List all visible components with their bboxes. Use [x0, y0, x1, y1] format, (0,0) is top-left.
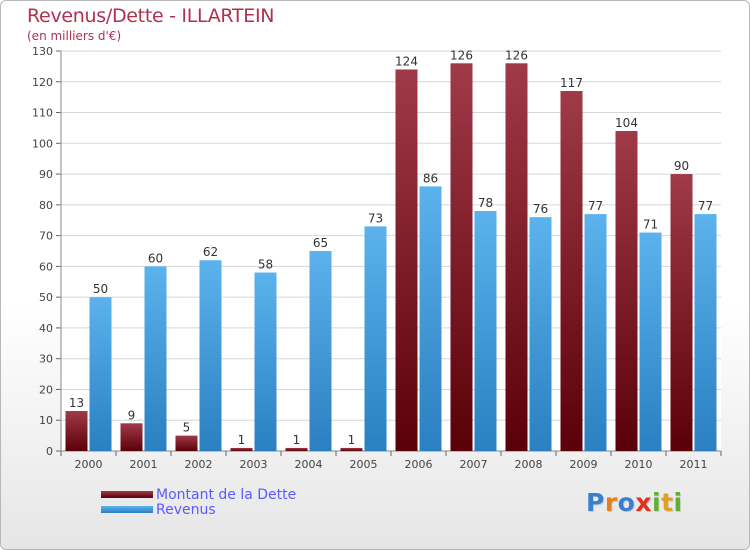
data-label: 73	[368, 211, 383, 225]
x-tick-label: 2001	[130, 458, 158, 471]
y-tick-label: 30	[39, 353, 53, 366]
bar-dette	[505, 63, 528, 452]
y-tick-label: 0	[46, 445, 53, 458]
chart-subtitle: (en milliers d'€)	[27, 29, 122, 43]
data-label: 90	[674, 159, 689, 173]
data-label: 58	[258, 258, 273, 272]
data-label: 5	[183, 421, 191, 435]
bar-revenus	[639, 232, 662, 451]
data-label: 86	[423, 171, 438, 185]
bar-revenus	[89, 297, 112, 451]
bar-dette	[285, 447, 308, 451]
data-label: 124	[395, 54, 418, 68]
y-tick-label: 100	[32, 137, 53, 150]
legend-item-revenus: Revenus	[101, 501, 296, 518]
legend-label-revenus: Revenus	[156, 501, 216, 518]
x-tick-label: 2006	[405, 458, 433, 471]
x-tick-label: 2004	[295, 458, 323, 471]
bar-dette	[175, 435, 198, 451]
legend-item-dette: Montant de la Dette	[101, 486, 297, 503]
y-tick-label: 110	[32, 107, 53, 120]
bar-dette	[560, 91, 583, 451]
data-label: 77	[698, 199, 713, 213]
x-tick-label: 2009	[570, 458, 598, 471]
bar-dette	[450, 63, 473, 452]
y-tick-label: 40	[39, 322, 53, 335]
data-label: 77	[588, 199, 603, 213]
logo-letter: P	[586, 488, 605, 517]
data-label: 1	[238, 433, 246, 447]
logo-letter: o	[617, 488, 636, 517]
data-label: 13	[69, 396, 84, 410]
data-label: 71	[643, 218, 658, 232]
legend-swatch-dette	[101, 491, 153, 498]
chart-legend: Montant de la Dette Revenus	[101, 486, 297, 518]
logo-letter: i	[652, 488, 662, 517]
logo-letter: x	[635, 488, 652, 517]
bar-revenus	[364, 226, 387, 451]
data-label: 126	[505, 48, 528, 62]
bar-revenus	[199, 260, 222, 451]
proxiti-logo: Proxiti	[586, 488, 683, 517]
x-tick-label: 2002	[185, 458, 213, 471]
logo-letter: i	[673, 488, 683, 517]
data-label: 1	[348, 433, 356, 447]
data-label: 9	[128, 408, 136, 422]
bar-revenus	[419, 186, 442, 451]
y-tick-label: 60	[39, 260, 53, 273]
data-label: 76	[533, 202, 548, 216]
x-tick-label: 2000	[75, 458, 103, 471]
data-label: 62	[203, 245, 218, 259]
bar-revenus	[144, 266, 167, 451]
bar-dette	[120, 423, 143, 451]
bar-revenus	[474, 211, 497, 451]
data-label: 104	[615, 116, 638, 130]
data-label: 117	[560, 76, 583, 90]
bar-dette	[615, 131, 638, 451]
bar-revenus	[309, 251, 332, 451]
data-label: 78	[478, 196, 493, 210]
y-tick-label: 90	[39, 168, 53, 181]
chart-title: Revenus/Dette - ILLARTEIN	[27, 5, 275, 27]
logo-letter: t	[661, 488, 674, 517]
bar-revenus	[584, 214, 607, 451]
data-label: 1	[293, 433, 301, 447]
y-tick-label: 50	[39, 291, 53, 304]
x-tick-label: 2011	[680, 458, 708, 471]
logo-letter: r	[604, 488, 618, 517]
y-tick-label: 70	[39, 230, 53, 243]
data-label: 60	[148, 251, 163, 265]
legend-label-dette: Montant de la Dette	[156, 486, 297, 503]
x-tick-label: 2007	[460, 458, 488, 471]
bar-dette	[670, 174, 693, 452]
y-tick-label: 120	[32, 76, 53, 89]
x-tick-label: 2005	[350, 458, 378, 471]
bar-revenus	[529, 217, 552, 451]
data-label: 126	[450, 48, 473, 62]
bar-dette	[395, 69, 418, 451]
x-tick-label: 2008	[515, 458, 543, 471]
bar-revenus	[694, 214, 717, 451]
x-tick-label: 2010	[625, 458, 653, 471]
y-tick-label: 80	[39, 199, 53, 212]
y-tick-label: 10	[39, 414, 53, 427]
x-tick-label: 2003	[240, 458, 268, 471]
data-label: 65	[313, 236, 328, 250]
plot-area	[61, 51, 721, 451]
y-tick-label: 130	[32, 45, 53, 58]
legend-swatch-revenus	[101, 506, 153, 513]
bar-dette	[340, 447, 363, 451]
y-tick-label: 20	[39, 383, 53, 396]
bar-dette	[230, 447, 253, 451]
bar-dette	[65, 411, 88, 451]
data-label: 50	[93, 282, 108, 296]
bar-revenus	[254, 272, 277, 451]
